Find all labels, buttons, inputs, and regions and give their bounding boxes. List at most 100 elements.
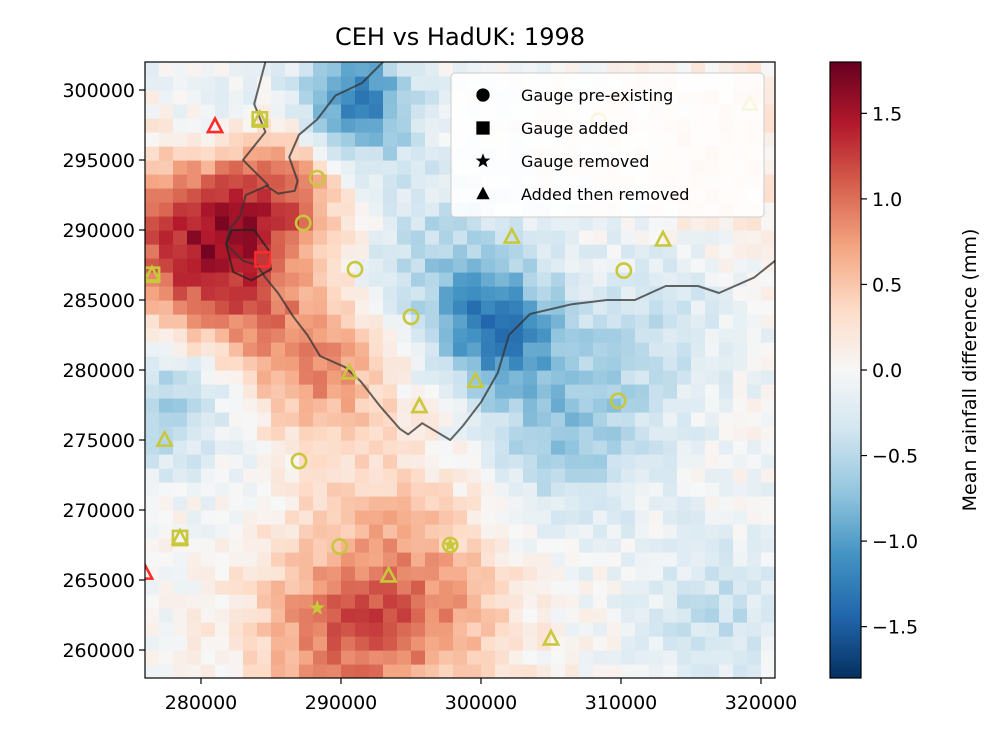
heatmap-cell (215, 468, 230, 483)
heatmap-cell (607, 286, 622, 301)
heatmap-cell (411, 384, 426, 399)
heatmap-cell (761, 454, 775, 469)
heatmap-cell (299, 496, 314, 511)
heatmap-cell (411, 594, 426, 609)
heatmap-cell (355, 160, 370, 175)
heatmap-cell (453, 468, 468, 483)
heatmap-cell (607, 62, 622, 63)
heatmap-cell (397, 370, 412, 385)
heatmap-cell (691, 370, 706, 385)
heatmap-cell (159, 594, 174, 609)
heatmap-cell (145, 468, 146, 483)
heatmap-cell (551, 678, 566, 693)
heatmap-cell (341, 468, 356, 483)
heatmap-cell (355, 132, 370, 147)
heatmap-cell (495, 622, 510, 637)
heatmap-cell (215, 538, 230, 553)
heatmap-cell (383, 202, 398, 217)
heatmap-cell (327, 314, 342, 329)
heatmap-cell (551, 468, 566, 483)
heatmap-cell (495, 636, 510, 651)
heatmap-cell (719, 454, 734, 469)
heatmap-cell (439, 664, 454, 678)
heatmap-cell (201, 62, 216, 77)
heatmap-cell (593, 272, 608, 287)
y-tick-label: 260000 (62, 640, 135, 662)
heatmap-cell (775, 454, 790, 469)
heatmap-cell (523, 454, 538, 469)
heatmap-cell (299, 524, 314, 539)
heatmap-cell (607, 594, 622, 609)
heatmap-cell (523, 678, 538, 693)
heatmap-cell (439, 384, 454, 399)
heatmap-cell (495, 272, 510, 287)
heatmap-cell (425, 258, 440, 273)
heatmap-cell (481, 272, 496, 287)
heatmap-cell (341, 174, 356, 189)
heatmap-cell (551, 328, 566, 343)
heatmap-cell (481, 300, 496, 315)
heatmap-cell (691, 62, 706, 63)
heatmap-cell (677, 664, 692, 678)
heatmap-cell (593, 496, 608, 511)
x-tick-label: 280000 (165, 692, 238, 714)
heatmap-cell (635, 328, 650, 343)
heatmap-cell (257, 160, 272, 175)
heatmap-cell (313, 342, 328, 357)
heatmap-cell (299, 230, 314, 245)
heatmap-cell (621, 314, 636, 329)
heatmap-cell (257, 328, 272, 343)
heatmap-cell (705, 440, 720, 455)
heatmap-cell (775, 384, 790, 399)
gauge-marker-triangle (170, 527, 190, 545)
heatmap-cell (537, 650, 552, 665)
heatmap-cell (733, 426, 748, 441)
heatmap-cell (551, 426, 566, 441)
heatmap-cell (705, 230, 720, 245)
heatmap-cell (243, 300, 258, 315)
heatmap-cell (761, 468, 775, 483)
heatmap-cell (453, 636, 468, 651)
heatmap-cell (355, 398, 370, 413)
heatmap-cell (551, 216, 566, 231)
heatmap-cell (635, 538, 650, 553)
heatmap-cell (495, 468, 510, 483)
heatmap-cell (733, 370, 748, 385)
heatmap-cell (383, 622, 398, 637)
colorbar: −1.5−1.0−0.50.00.51.01.5 Mean rainfall d… (829, 61, 981, 679)
heatmap-cell (425, 482, 440, 497)
heatmap-cell (733, 538, 748, 553)
heatmap-cell (187, 412, 202, 427)
heatmap-cell (439, 272, 454, 287)
heatmap-cell (257, 384, 272, 399)
heatmap-cell (453, 608, 468, 623)
heatmap-cell (425, 356, 440, 371)
heatmap-cell (173, 90, 188, 105)
heatmap-cell (159, 342, 174, 357)
heatmap-cell (369, 370, 384, 385)
heatmap-cell (201, 538, 216, 553)
heatmap-cell (565, 664, 580, 678)
heatmap-cell (201, 370, 216, 385)
heatmap-cell (229, 300, 244, 315)
heatmap-cell (173, 244, 188, 259)
heatmap-cell (425, 104, 440, 119)
heatmap-cell (579, 412, 594, 427)
heatmap-cell (649, 622, 664, 637)
heatmap-cell (551, 244, 566, 259)
heatmap-cell (509, 426, 524, 441)
heatmap-cell (383, 160, 398, 175)
heatmap-cell (733, 552, 748, 567)
heatmap-cell (467, 342, 482, 357)
heatmap-cell (747, 314, 762, 329)
heatmap-cell (299, 300, 314, 315)
heatmap-cell (411, 244, 426, 259)
heatmap-cell (243, 314, 258, 329)
heatmap-cell (327, 552, 342, 567)
heatmap-cell (341, 426, 356, 441)
heatmap-cell (523, 650, 538, 665)
heatmap-cell (621, 272, 636, 287)
heatmap-cell (271, 244, 286, 259)
heatmap-cell (187, 188, 202, 203)
heatmap-cell (467, 636, 482, 651)
